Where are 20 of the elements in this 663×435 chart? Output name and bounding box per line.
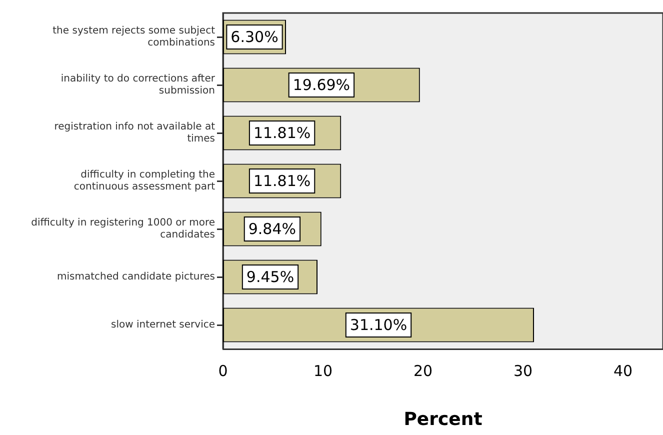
data-label: 9.45% [246, 268, 294, 286]
x-tick-label: 20 [413, 362, 433, 380]
data-label: 9.84% [248, 220, 296, 238]
data-label: 19.69% [292, 76, 350, 94]
x-axis-title: Percent [404, 408, 483, 430]
data-label: 6.30% [230, 28, 278, 46]
data-label: 11.81% [253, 172, 311, 190]
y-tick-label: mismatched candidate pictures [57, 272, 215, 283]
y-tick-label: difficulty in registering 1000 or more candidates [31, 218, 215, 241]
data-label: 31.10% [350, 316, 408, 334]
y-tick-label: the system rejects some subject combinations [52, 26, 216, 49]
x-tick-label: 0 [218, 362, 228, 380]
x-tick-label: 40 [613, 362, 633, 380]
data-label: 11.81% [253, 124, 311, 142]
y-tick-label: inability to do corrections after submission [60, 74, 216, 97]
y-tick-label: registration info not available at times [54, 122, 216, 145]
y-tick-label: slow internet service [111, 320, 215, 331]
x-tick-label: 30 [513, 362, 533, 380]
x-tick-label: 10 [313, 362, 333, 380]
y-tick-label: difficulty in completing the continuous assessment part [74, 170, 216, 193]
